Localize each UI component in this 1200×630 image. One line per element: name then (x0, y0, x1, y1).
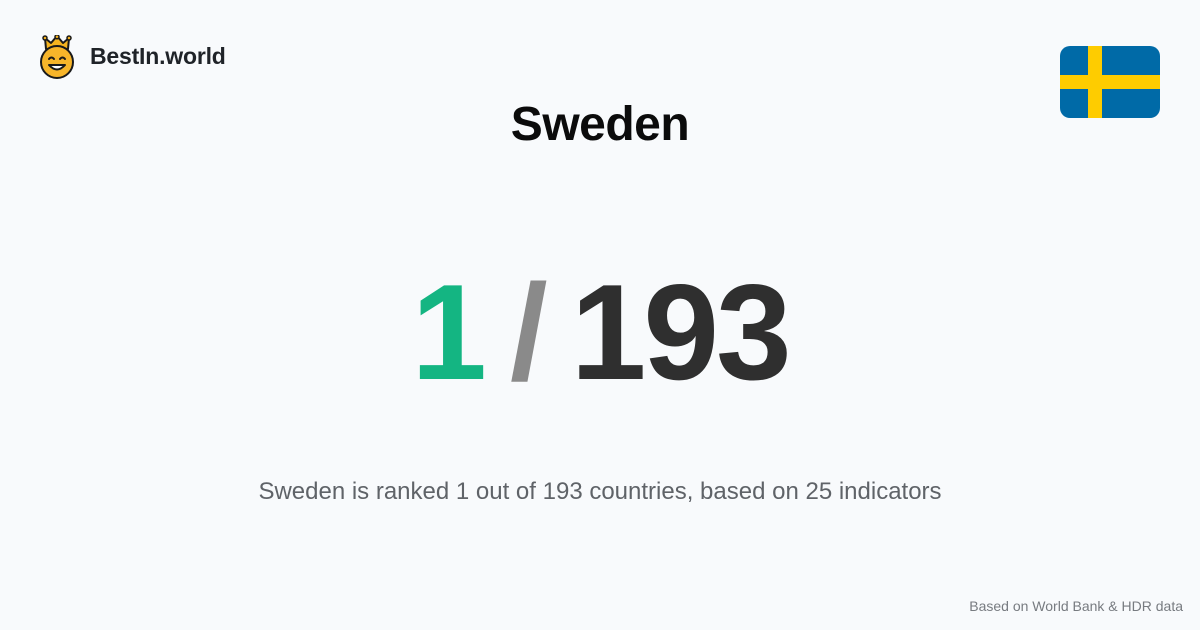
page-title: Sweden (510, 98, 690, 151)
brand-name: BestIn.world (90, 43, 226, 69)
rank-separator: / (509, 256, 548, 408)
source-note: Based on World Bank & HDR data (969, 598, 1183, 614)
brand[interactable]: BestIn.world (38, 35, 226, 79)
sweden-flag-icon (1060, 46, 1160, 118)
rank-total: 193 (570, 256, 792, 408)
crowned-smiley-icon (40, 35, 74, 79)
rank-display: 1/193 (0, 252, 1200, 412)
rank-summary: Sweden is ranked 1 out of 193 countries,… (258, 478, 942, 505)
rank-value: 1 (411, 256, 487, 408)
